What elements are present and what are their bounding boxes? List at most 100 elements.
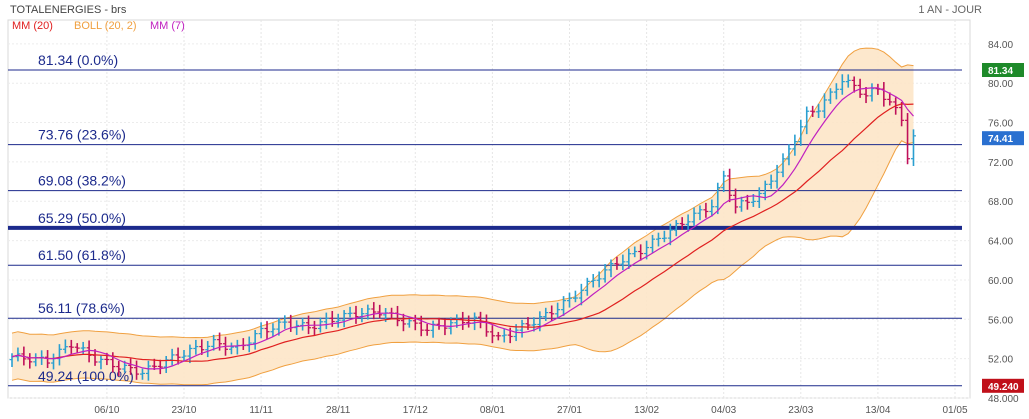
ohlc-bar [199,339,205,355]
y-tick-label: 56.00 [988,315,1013,326]
ohlc-bar [15,347,21,362]
ohlc-bar [786,144,792,166]
chart-title: TOTALENERGIES - brs [10,4,127,16]
fib-label: 49.24 (100.0%) [38,368,134,384]
fib-label: 56.11 (78.6%) [38,300,125,316]
ohlc-bar [584,277,590,296]
ohlc-bar [134,360,140,380]
fib-label: 81.34 (0.0%) [38,52,118,68]
ohlc-bar [727,168,733,203]
y-tick-label: 60.00 [988,276,1013,287]
ohlc-bar [602,264,608,283]
ohlc-bar [839,74,845,95]
ohlc-bar [335,313,341,328]
ohlc-bar [572,290,578,303]
price-badge-bg [982,63,1024,78]
ohlc-bar [258,322,264,339]
moving-averages [11,87,914,370]
ohlc-bar [228,342,234,355]
ohlc-bar [347,306,353,318]
axes: 06/10 23/10 11/11 28/11 17/12 08/01 27/01 13/02… [94,40,1019,416]
ohlc-bar [851,76,857,93]
fib-label: 73.76 (23.6%) [38,127,126,143]
ohlc-bar [804,106,810,135]
ohlc-bar [792,134,798,156]
price-badge-text: 74.41 [988,134,1013,145]
ohlc-bar [685,214,691,232]
ohlc-bar [145,360,151,381]
ohlc-bar [157,359,163,375]
price-badge: 49.240 [982,378,1024,393]
ohlc-bar [667,223,673,246]
ohlc-bar [899,101,905,127]
ohlc-bar [721,170,727,193]
ohlc-bar [27,353,33,369]
x-tick-label: 08/01 [480,405,505,416]
ohlc-bar [810,105,816,117]
ohlc-bar [578,283,584,306]
ohlc-bar [175,347,181,365]
ohlc-bar [715,182,721,215]
ohlc-bar [323,312,329,330]
y-tick-label: 84.00 [988,40,1013,51]
ohlc-bar [679,217,685,230]
ohlc-bar [661,230,667,243]
ohlc-bar [798,119,804,146]
ohlc-bar [744,194,750,210]
ohlc-bar [608,259,614,278]
ohlc-bar [460,311,466,330]
price-badge-bg [982,131,1024,146]
ohlc-bar [857,78,863,98]
ohlc-bar [74,343,80,354]
ohlc-bar [697,205,703,221]
ohlc-bar [566,292,572,308]
x-tick-label: 23/10 [171,405,196,416]
legend-boll: BOLL (20, 2) [74,20,137,32]
x-tick-label: 01/05 [942,405,967,416]
ohlc-bar [833,83,839,100]
ohlc-bar [887,92,893,106]
ohlc-bar [68,339,74,355]
chart-period: 1 AN - JOUR [918,4,982,16]
ohlc-bar [98,355,104,370]
ohlc-bar [193,339,199,355]
ohlc-bar [128,358,134,375]
ohlc-bar [264,321,270,340]
ohlc-bar [543,307,549,321]
price-badge: 81.34 [982,63,1024,78]
ohlc-bar [774,164,780,189]
ohlc-bar [270,323,276,337]
ohlc-bar [863,86,869,104]
x-tick-label: 06/10 [94,405,119,416]
y-tick-label: 64.00 [988,237,1013,248]
fib-label: 65.29 (50.0%) [38,210,126,226]
price-badges: 81.34 74.41 49.240 [982,63,1024,393]
ohlc-bar [709,199,715,217]
ohlc-bar [276,318,282,336]
ohlc-bar [691,207,697,226]
ohlc-bar [205,341,211,358]
ohlc-bar [531,317,537,332]
ohlc-bar [756,187,762,209]
ohlc-bar [738,196,744,212]
legend-mm20: MM (20) [12,20,53,32]
ohlc-bar [626,248,632,270]
y-tick-label: 48.000 [988,394,1019,405]
ohlc-bar [377,304,383,319]
ohlc-bar [910,129,916,166]
legend-mm7: MM (7) [150,20,185,32]
ohlc-bar [638,244,644,261]
ohlc-bar [555,302,561,319]
ohlc-bar [412,314,418,331]
fib-label: 61.50 (61.8%) [38,247,126,263]
ma20-line [11,103,914,362]
ohlc-bar [869,83,875,102]
price-badge-text: 49.240 [988,382,1019,393]
ohlc-bar [400,313,406,332]
ohlc-bar [525,317,531,330]
ohlc-bar [187,344,193,364]
ohlc-bar [80,341,86,355]
x-tick-label: 27/01 [557,405,582,416]
fibonacci-levels: 81.34 (0.0%) 73.76 (23.6%) 69.08 (38.2%) 65… [8,52,962,387]
ohlc-bar [181,350,187,362]
